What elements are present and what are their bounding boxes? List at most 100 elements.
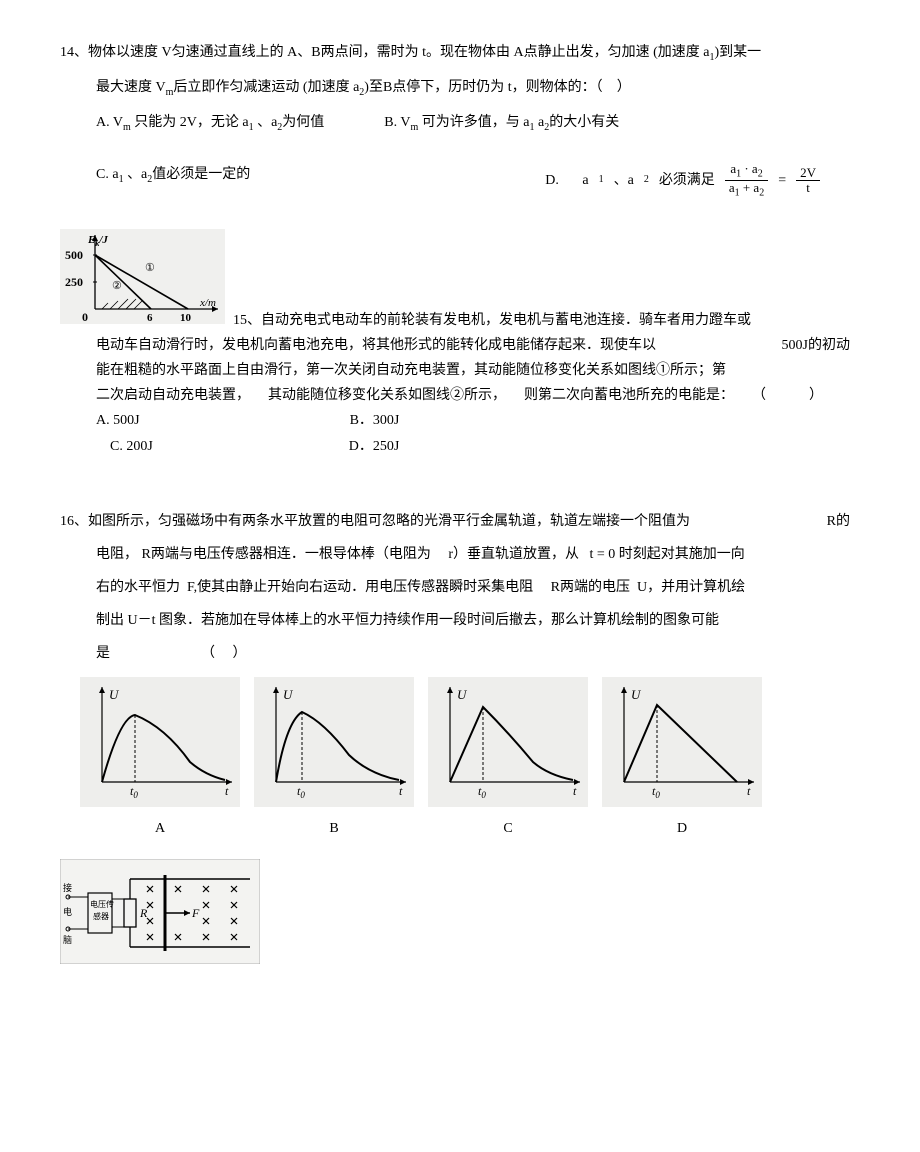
q16-number: 16、 — [60, 514, 88, 529]
fraction-left: a1 · a2 a1 + a2 — [725, 162, 768, 198]
ytick-0: 0 — [82, 310, 88, 324]
graph-b-svg: U t t0 — [254, 677, 414, 807]
txt: 的大小有关 — [549, 115, 619, 130]
n: 2V — [796, 166, 820, 181]
txt: 最大速度 V — [96, 80, 166, 95]
q16-line3: 右的水平恒力 F,使其由静止开始向右运动．用电压传感器瞬时采集电阻 R两端的电压… — [60, 575, 860, 600]
q14-options-ab: A. Vm 只能为 2V，无论 a1 、a2为何值 B. Vm 可为许多值，与 … — [60, 110, 860, 137]
q14-line2: 最大速度 Vm后立即作匀减速运动 (加速度 a2)至B点停下，历时仍为 t，则物… — [60, 75, 860, 102]
n: + a — [740, 180, 760, 195]
txt: 后立即作匀减速运动 — [173, 80, 299, 95]
txt: A. V — [96, 115, 123, 130]
bg — [80, 677, 240, 807]
graph-label-d: D — [602, 816, 762, 841]
sub: m — [123, 121, 131, 132]
q15-number: 15、 — [233, 313, 261, 328]
q15-opt-a: A. 500J — [96, 408, 140, 433]
sensor-label-2: 感器 — [93, 911, 109, 921]
bg — [60, 859, 260, 964]
q15-line4: 二次启动自动充电装置， 其动能随位移变化关系如图线②所示， 则第二次向蓄电池所充… — [60, 383, 860, 408]
txt: 、a — [254, 115, 278, 130]
graph-a: U t t0 A — [80, 677, 240, 841]
label-2: ② — [112, 280, 122, 292]
txt: 自动充电式电动车的前轮装有发电机，发电机与蓄电池连接．骑车者用力蹬车或 — [261, 313, 751, 328]
txt: 必须满足 — [659, 168, 715, 193]
graph-label-a: A — [80, 816, 240, 841]
sub: 2 — [644, 171, 649, 189]
txt: （ — [201, 646, 215, 661]
txt: (加速度 a — [653, 45, 709, 60]
txt: ） — [233, 646, 247, 661]
txt: a — [582, 168, 588, 193]
q15-line3: 能在粗糙的水平路面上自由滑行，第一次关闭自动充电装置，其动能随位移变化关系如图线… — [60, 358, 860, 383]
txt: a — [535, 115, 545, 130]
q14-number: 14、 — [60, 45, 88, 60]
txt: 是 — [96, 646, 110, 661]
txt: A点静止出发，匀加速 — [513, 45, 649, 60]
q14-options-cd: C. a1 、a2值必须是一定的 D. a1 、a2必须满足 a1 · a2 a… — [60, 162, 860, 198]
q16-line1: 16、如图所示，匀强磁场中有两条水平放置的电阻可忽略的光滑平行金属轨道，轨道左端… — [60, 509, 860, 534]
txt: r）垂直轨道放置，从 — [448, 547, 579, 562]
txt: R两端与电压传感器相连．一根导体棒（电阻为 — [142, 547, 431, 562]
q16-graphs-row: U t t0 A U t t0 B — [80, 677, 860, 841]
txt: 为何值 — [282, 115, 324, 130]
ytick-500: 500 — [65, 248, 83, 262]
s: 2 — [758, 169, 763, 180]
graph-b: U t t0 B — [254, 677, 414, 841]
graph-label-b: B — [254, 816, 414, 841]
n: t — [796, 181, 820, 195]
txt: R两端的电压 — [551, 580, 630, 595]
xlabel: x/m — [199, 297, 216, 309]
computer-label-1: 接 — [63, 882, 72, 893]
q15-graph: Ek/J 500 250 0 6 10 x/m ① ② — [60, 229, 225, 333]
txt: ） — [617, 80, 631, 95]
ytick-250: 250 — [65, 275, 83, 289]
bg — [254, 677, 414, 807]
txt: 可为许多值，与 — [418, 115, 520, 130]
ylabel: U — [631, 687, 642, 702]
q15-options-cd: C. 200J D．250J — [60, 434, 860, 459]
n: · a — [741, 161, 758, 176]
txt: )至B点停下，历时仍为 — [364, 80, 504, 95]
q15-options-ab: A. 500J B．300J — [60, 408, 860, 433]
computer-label-2: 电 — [63, 906, 72, 917]
q16-line2: 电阻， R两端与电压传感器相连．一根导体棒（电阻为 r）垂直轨道放置，从 t =… — [60, 542, 860, 567]
q15-opt-d: D．250J — [349, 434, 400, 459]
label-1: ① — [145, 262, 155, 274]
graph-label-c: C — [428, 816, 588, 841]
txt: 电阻， — [96, 547, 138, 562]
txt: 、a — [614, 168, 634, 193]
q16-line5: 是 （ ） — [60, 641, 860, 666]
q15-opt-b: B．300J — [350, 408, 400, 433]
txt: ） — [809, 383, 823, 408]
ylabel: U — [109, 687, 120, 702]
txt: 值必须是一定的 — [152, 167, 250, 182]
computer-label-3: 脑 — [63, 934, 72, 945]
sensor-label-1: 电压传 — [90, 899, 114, 909]
q14-opt-d: D. a1 、a2必须满足 a1 · a2 a1 + a2 = 2V t — [545, 162, 820, 198]
txt: R的 — [827, 509, 850, 534]
txt: t = 0 时刻起对其施加一向 — [590, 547, 745, 562]
question-15: Ek/J 500 250 0 6 10 x/m ① ② 15、自动充电式电动车的… — [60, 229, 860, 459]
q15-first-row: Ek/J 500 250 0 6 10 x/m ① ② 15、自动充电式电动车的… — [60, 229, 860, 333]
q14-line1: 14、物体以速度 V匀速通过直线上的 A、B两点间，需时为 t。现在物体由 A点… — [60, 40, 860, 67]
txt: 只能为 2V，无论 a — [131, 115, 249, 130]
s: 2 — [759, 188, 764, 199]
txt: 、a — [124, 167, 148, 182]
q16-line4: 制出 U－t 图象．若施加在导体棒上的水平恒力持续作用一段时间后撤去，那么计算机… — [60, 608, 860, 633]
txt: U，并用计算机绘 — [637, 580, 745, 595]
txt: V匀速通过直线上的 — [162, 45, 284, 60]
q16-circuit: R 电压传 感器 接 电 脑 F — [60, 859, 860, 973]
txt: 电动车自动滑行时，发电机向蓄电池充电，将其他形式的能转化成电能储存起来．现使车以 — [96, 333, 656, 358]
graph-c: U t t0 C — [428, 677, 588, 841]
energy-graph-svg: Ek/J 500 250 0 6 10 x/m ① ② — [60, 229, 225, 324]
txt: 则第二次向蓄电池所充的电能是： — [524, 383, 734, 408]
ylabel: U — [457, 687, 468, 702]
q14-opt-b: B. Vm 可为许多值，与 a1 a2的大小有关 — [384, 110, 619, 137]
txt: 制出 U－t 图象．若施加在导体棒上的水平恒力持续作用一段时间后撤去，那么计算机… — [96, 613, 719, 628]
graph-a-svg: U t t0 — [80, 677, 240, 807]
graph-c-svg: U t t0 — [428, 677, 588, 807]
xtick-6: 6 — [147, 312, 153, 324]
txt: （ — [752, 383, 766, 408]
R-label: R — [139, 906, 148, 920]
